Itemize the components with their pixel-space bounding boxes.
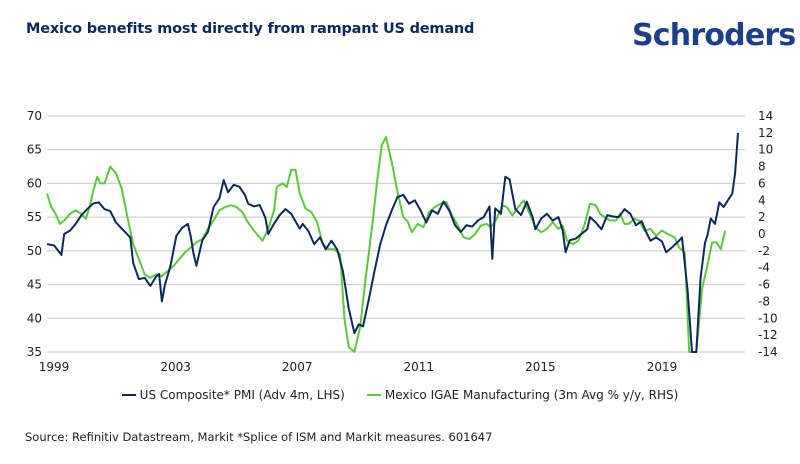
right-tick-label: -12 (758, 328, 778, 342)
chart-title: Mexico benefits most directly from rampa… (26, 21, 475, 37)
right-tick-label: 2 (758, 210, 766, 224)
left-tick-label: 40 (27, 311, 42, 325)
x-tick-label: 2007 (282, 360, 313, 374)
right-tick-label: -4 (758, 261, 770, 275)
right-tick-label: 12 (758, 126, 773, 140)
right-tick-label: 14 (758, 109, 773, 123)
legend-label-us-pmi: US Composite* PMI (Adv 4m, LHS) (139, 388, 345, 402)
mexico-igae-line (46, 136, 727, 353)
left-axis-ticks: 70 65 60 55 50 45 40 35 (27, 109, 42, 359)
x-tick-label: 1999 (39, 360, 70, 374)
schroders-logo: Schroders (632, 18, 796, 53)
right-tick-label: 10 (758, 143, 773, 157)
right-tick-label: 6 (758, 176, 766, 190)
right-axis-ticks: 14 12 10 8 6 4 2 0 -2 -4 -6 -8 -10 -12 -14 (758, 109, 778, 359)
series-lines (46, 132, 739, 353)
right-tick-label: -14 (758, 345, 778, 359)
right-tick-label: -10 (758, 311, 778, 325)
legend-label-mexico-igae: Mexico IGAE Manufacturing (3m Avg % y/y,… (384, 388, 679, 402)
source-note: Source: Refinitiv Datastream, Markit *Sp… (25, 430, 493, 444)
left-tick-label: 50 (27, 244, 42, 258)
left-tick-label: 35 (27, 345, 42, 359)
us-pmi-line (46, 132, 739, 353)
left-tick-label: 70 (27, 109, 42, 123)
left-tick-label: 45 (27, 278, 42, 292)
right-tick-label: -6 (758, 278, 770, 292)
right-tick-label: -8 (758, 294, 770, 308)
legend-swatch-mexico-igae (366, 394, 381, 396)
x-tick-label: 2015 (525, 360, 556, 374)
right-tick-label: 4 (758, 193, 766, 207)
x-tick-label: 2003 (160, 360, 191, 374)
right-tick-label: 0 (758, 227, 766, 241)
x-tick-label: 2011 (404, 360, 435, 374)
x-tick-label: 2019 (647, 360, 678, 374)
legend-swatch-us-pmi (121, 394, 136, 396)
left-tick-label: 65 (27, 143, 42, 157)
right-tick-label: 8 (758, 160, 766, 174)
legend: US Composite* PMI (Adv 4m, LHS) Mexico I… (0, 388, 800, 402)
x-axis-ticks: 1999 2003 2007 2011 2015 2019 (39, 360, 678, 374)
left-tick-label: 55 (27, 210, 42, 224)
left-tick-label: 60 (27, 176, 42, 190)
legend-item-mexico-igae: Mexico IGAE Manufacturing (3m Avg % y/y,… (366, 388, 679, 402)
right-tick-label: -2 (758, 244, 770, 258)
legend-item-us-pmi: US Composite* PMI (Adv 4m, LHS) (121, 388, 345, 402)
gridlines (47, 115, 745, 353)
